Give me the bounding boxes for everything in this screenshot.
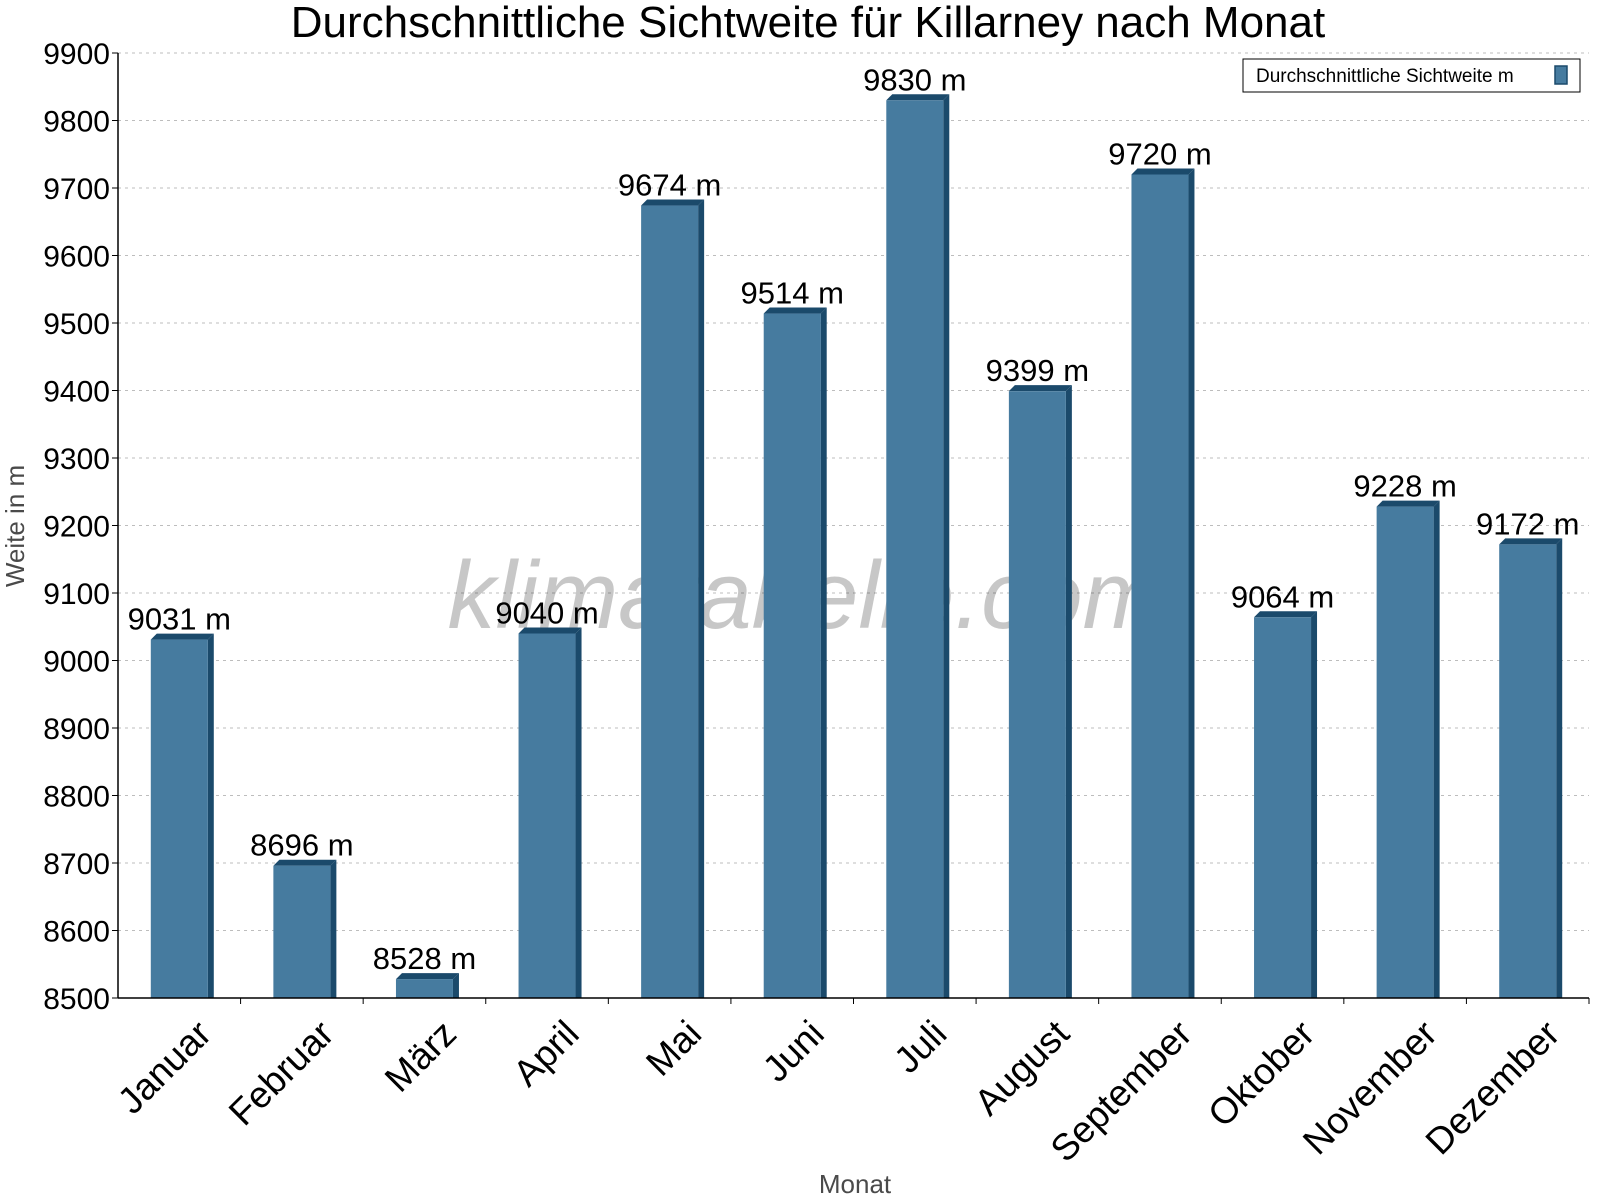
y-tick-label: 9100 xyxy=(43,578,110,611)
data-label: 9399 m xyxy=(986,353,1089,388)
bar xyxy=(1499,544,1557,998)
legend: Durchschnittliche Sichtweite m xyxy=(1242,58,1581,93)
bar xyxy=(150,639,208,998)
bar xyxy=(395,979,453,998)
bars xyxy=(150,94,1563,999)
bar-side xyxy=(1065,385,1072,998)
x-tick-label: Januar xyxy=(110,1013,219,1122)
bar-side xyxy=(1556,538,1563,998)
data-label: 9040 m xyxy=(495,596,598,631)
bar xyxy=(1254,617,1312,998)
bar-top xyxy=(273,859,337,866)
y-tick-label: 9600 xyxy=(43,241,110,274)
bar xyxy=(1131,174,1189,998)
data-label: 8528 m xyxy=(373,941,476,976)
y-axis-label: Weite in m xyxy=(0,465,30,587)
bar-side xyxy=(1433,500,1440,998)
x-tick-label: April xyxy=(505,1013,586,1094)
bar-side xyxy=(330,859,337,998)
data-label: 9720 m xyxy=(1108,137,1211,172)
bar xyxy=(1376,506,1434,998)
bar-top xyxy=(1376,500,1440,507)
y-tick-label: 9000 xyxy=(43,646,110,679)
bar-top xyxy=(1131,168,1195,175)
y-tick-label: 8600 xyxy=(43,916,110,949)
x-axis-label: Monat xyxy=(819,1169,892,1199)
x-tick-label: Juni xyxy=(755,1013,832,1090)
y-tick-label: 9900 xyxy=(43,38,110,71)
bar-side xyxy=(943,94,950,998)
x-tick-label: Dezember xyxy=(1418,1013,1568,1163)
legend-swatch xyxy=(1554,65,1568,85)
x-tick-labels: Januar Februar März April Mai Juni Juli AugustS… xyxy=(110,1012,1567,1169)
y-tick-label: 9500 xyxy=(43,308,110,341)
bar-top xyxy=(395,973,459,980)
bar-side xyxy=(698,199,705,999)
data-label: 8696 m xyxy=(250,828,353,863)
data-label: 9172 m xyxy=(1476,506,1579,541)
data-label: 9674 m xyxy=(618,168,721,203)
y-tick-label: 8500 xyxy=(43,983,110,1016)
x-tick-label: November xyxy=(1295,1013,1445,1163)
bar-side xyxy=(1188,168,1195,998)
bar xyxy=(886,100,944,998)
bar-top xyxy=(150,633,214,640)
data-label: 9031 m xyxy=(128,602,231,637)
axes xyxy=(112,52,1590,1004)
data-label: 9064 m xyxy=(1231,579,1334,614)
bar xyxy=(1008,391,1066,998)
y-tick-label: 9800 xyxy=(43,106,110,139)
bar-top xyxy=(886,94,950,101)
bar xyxy=(518,633,576,998)
bar-top xyxy=(1008,385,1072,392)
x-tick-label: Mai xyxy=(638,1013,709,1084)
legend-label: Durchschnittliche Sichtweite m xyxy=(1256,66,1514,87)
y-tick-label: 8900 xyxy=(43,713,110,746)
grid-lines xyxy=(118,52,1589,931)
bar-top xyxy=(1254,611,1318,618)
x-tick-label: März xyxy=(377,1013,464,1100)
value-labels: 9031 m 8696 m 8528 m 9040 m 9674 m 9514 m 9830… xyxy=(128,62,1580,976)
bar-top xyxy=(1499,538,1563,545)
bar xyxy=(641,205,699,999)
bar-side xyxy=(452,973,459,998)
bar xyxy=(763,313,821,998)
bar xyxy=(273,865,331,998)
data-label: 9228 m xyxy=(1353,469,1456,504)
y-tick-label: 8800 xyxy=(43,781,110,814)
y-tick-label: 9200 xyxy=(43,511,110,544)
bar-side xyxy=(1311,611,1318,998)
bar-top xyxy=(641,199,705,206)
y-tick-label: 9700 xyxy=(43,173,110,206)
x-tick-label: Oktober xyxy=(1200,1013,1322,1135)
y-tick-label: 8700 xyxy=(43,848,110,881)
y-tick-labels: 8500 8600 8700 8800 8900 9000 9100 9200 9300 9400… xyxy=(43,38,110,1016)
bar-top xyxy=(518,627,582,634)
x-tick-label: Februar xyxy=(221,1013,342,1134)
bar-side xyxy=(575,627,582,998)
bar-side xyxy=(820,307,827,998)
bar-top xyxy=(763,307,827,314)
data-label: 9830 m xyxy=(863,62,966,97)
x-tick-label: August xyxy=(967,1012,1078,1123)
y-tick-label: 9300 xyxy=(43,443,110,476)
y-tick-label: 9400 xyxy=(43,376,110,409)
bar-side xyxy=(207,633,214,998)
legend-box xyxy=(1242,58,1581,93)
x-tick-label: Juli xyxy=(886,1013,954,1081)
data-label: 9514 m xyxy=(741,276,844,311)
chart-title: Durchschnittliche Sichtweite für Killarn… xyxy=(291,0,1325,47)
